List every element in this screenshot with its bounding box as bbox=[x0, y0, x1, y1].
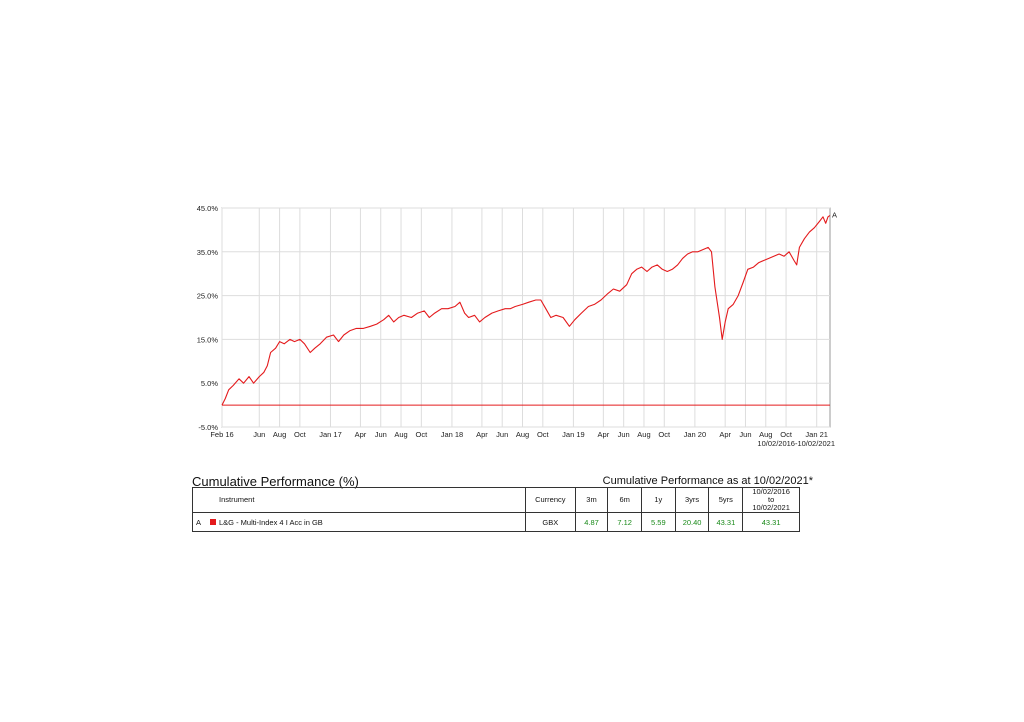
instrument-cell: A L&G - Multi-Index 4 I Acc in GB bbox=[192, 512, 526, 532]
value-1y: 5.59 bbox=[641, 512, 676, 532]
y-tick-label: 15.0% bbox=[197, 335, 219, 344]
x-tick-label: Aug bbox=[637, 430, 650, 439]
x-tick-label: Oct bbox=[416, 430, 429, 439]
value-6m: 7.12 bbox=[607, 512, 643, 532]
chart-svg: 45.0% 35.0% 25.0% 15.0% 5.0% -5.0%Feb 16 Jun Au… bbox=[197, 204, 837, 439]
header-period-line3: 10/02/2021 bbox=[752, 503, 790, 512]
x-tick-label: Oct bbox=[537, 430, 550, 439]
x-tick-label: Apr bbox=[355, 430, 367, 439]
performance-table: Instrument Currency 3m 6m 1y 3yrs 5yrs 1… bbox=[192, 487, 800, 532]
currency-cell: GBX bbox=[524, 512, 576, 532]
x-tick-label: Jun bbox=[253, 430, 265, 439]
x-tick-label: Aug bbox=[273, 430, 286, 439]
header-period: 10/02/2016 to 10/02/2021 bbox=[742, 487, 800, 513]
x-tick-label: Oct bbox=[658, 430, 671, 439]
x-tick-label: Aug bbox=[394, 430, 407, 439]
performance-section-title: Cumulative Performance (%) bbox=[192, 474, 359, 489]
x-tick-label: Feb 16 bbox=[210, 430, 233, 439]
date-range-label: 10/02/2016-10/02/2021 bbox=[757, 439, 835, 448]
performance-as-of-label: Cumulative Performance as at 10/02/2021* bbox=[602, 475, 813, 487]
header-3yrs: 3yrs bbox=[674, 487, 710, 513]
x-tick-label: Jan 18 bbox=[441, 430, 464, 439]
x-tick-label: Jun bbox=[618, 430, 630, 439]
x-tick-label: Aug bbox=[516, 430, 529, 439]
header-currency: Currency bbox=[524, 487, 576, 513]
x-tick-label: Apr bbox=[598, 430, 610, 439]
x-tick-label: Apr bbox=[476, 430, 488, 439]
x-tick-label: Jun bbox=[375, 430, 387, 439]
row-series-label: A bbox=[196, 517, 202, 527]
y-tick-label: 25.0% bbox=[197, 292, 219, 301]
x-tick-label: Oct bbox=[294, 430, 307, 439]
x-tick-label: Jan 19 bbox=[562, 430, 585, 439]
y-tick-label: 45.0% bbox=[197, 204, 219, 213]
header-1y: 1y bbox=[641, 487, 676, 513]
header-5yrs: 5yrs bbox=[708, 487, 744, 513]
x-tick-label: Jan 21 bbox=[805, 430, 828, 439]
value-period: 43.31 bbox=[742, 512, 800, 532]
y-tick-label: 35.0% bbox=[197, 248, 219, 257]
x-tick-label: Apr bbox=[719, 430, 731, 439]
table-row: A L&G - Multi-Index 4 I Acc in GB GBX 4.8… bbox=[192, 512, 800, 532]
header-instrument: Instrument bbox=[192, 487, 526, 513]
x-tick-label: Jan 20 bbox=[684, 430, 707, 439]
y-tick-label: -5.0% bbox=[198, 423, 218, 432]
header-period-line2: to bbox=[767, 495, 775, 504]
performance-chart: 45.0% 35.0% 25.0% 15.0% 5.0% -5.0% Feb 16 Jun Au… bbox=[180, 195, 845, 460]
header-3m: 3m bbox=[574, 487, 609, 513]
x-tick-label: Oct bbox=[780, 430, 793, 439]
x-tick-label: Jan 17 bbox=[319, 430, 342, 439]
series-line bbox=[221, 214, 831, 406]
plot-area bbox=[221, 207, 831, 428]
x-tick-label: Jun bbox=[496, 430, 508, 439]
series-end-label: A bbox=[832, 210, 837, 219]
series-color-swatch bbox=[210, 519, 216, 525]
value-3yrs: 20.40 bbox=[674, 512, 710, 532]
x-tick-label: Aug bbox=[759, 430, 772, 439]
instrument-name: L&G - Multi-Index 4 I Acc in GB bbox=[219, 517, 323, 527]
header-6m: 6m bbox=[607, 487, 643, 513]
table-header-row: Instrument Currency 3m 6m 1y 3yrs 5yrs 1… bbox=[192, 487, 800, 513]
value-3m: 4.87 bbox=[574, 512, 609, 532]
header-period-line1: 10/02/2016 bbox=[752, 487, 790, 496]
y-tick-label: 5.0% bbox=[201, 379, 218, 388]
x-tick-label: Jun bbox=[739, 430, 751, 439]
value-5yrs: 43.31 bbox=[708, 512, 744, 532]
